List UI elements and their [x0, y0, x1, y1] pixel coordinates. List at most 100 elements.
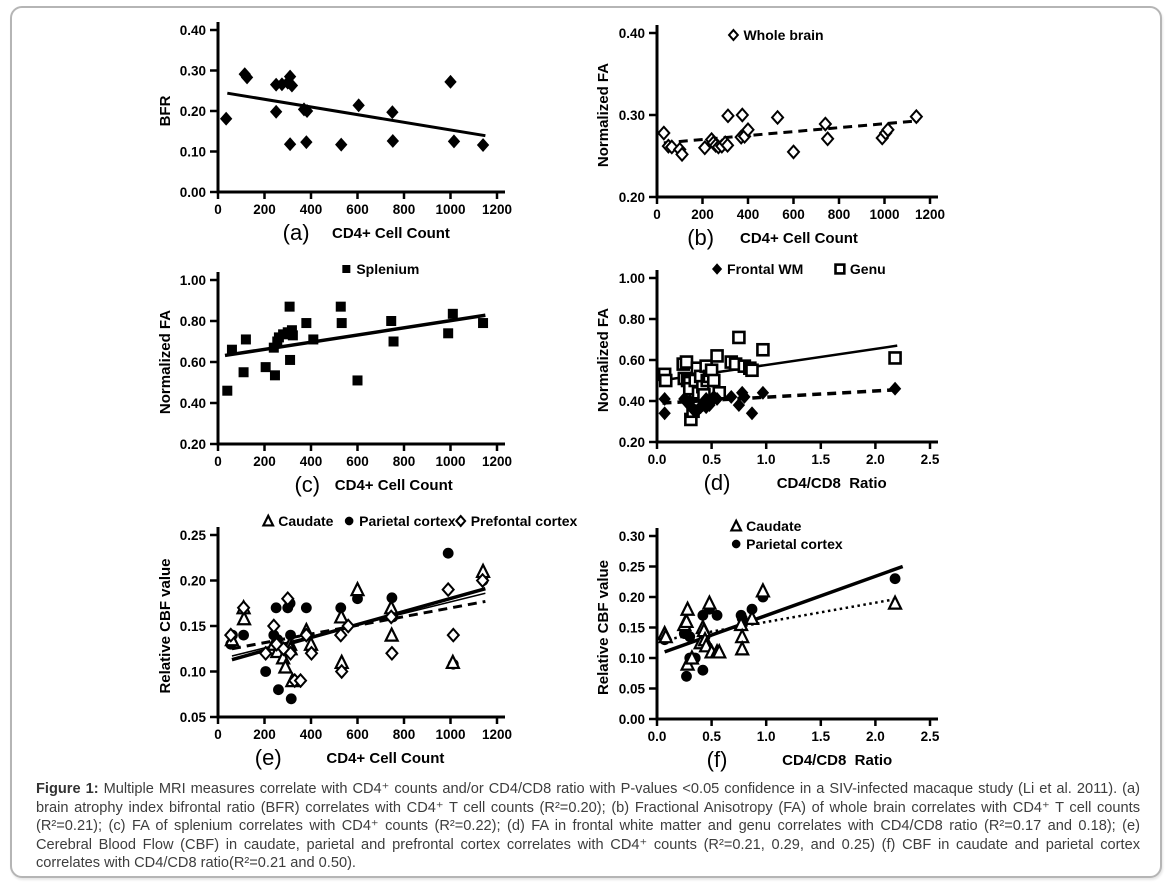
data-point-marker [386, 592, 398, 604]
x-tick-label: 0.5 [702, 729, 721, 744]
panel-label: (e) [255, 745, 282, 770]
y-axis-title: Normalized FA [595, 63, 612, 167]
data-point-marker [269, 636, 284, 652]
panel-label: (d) [704, 470, 731, 495]
data-point-marker [735, 107, 750, 123]
y-tick-label: 0.30 [619, 529, 645, 544]
data-point-marker [444, 74, 457, 89]
y-tick-label: 0.20 [180, 574, 206, 589]
legend-label: Genu [850, 261, 886, 277]
data-point-marker [725, 389, 738, 404]
legend-square_filled-icon [342, 265, 351, 273]
chart-b-svg: 0 200 400 600 800 1000 1200 0.20 0.30 0.40 Whole b… [595, 25, 945, 250]
chart-panel-a: 0 200 400 600 800 1000 1200 0.00 0.10 0.20 0.30 0.4… [150, 10, 580, 261]
data-point-marker [446, 627, 461, 643]
legend-label: Parietal cortex [746, 536, 843, 552]
trend-line-diamond_open [231, 599, 486, 651]
data-point-marker [240, 70, 254, 85]
y-tick-label: 0.80 [619, 312, 645, 327]
y-tick-label: 0.60 [619, 353, 645, 368]
x-tick-label: 2.5 [921, 452, 940, 467]
y-axis-title: Normalized FA [595, 308, 612, 412]
data-point-marker [334, 663, 349, 680]
x-tick-label: 800 [828, 207, 851, 222]
data-point-marker [386, 134, 400, 148]
data-point-marker [711, 609, 723, 621]
data-point-marker [732, 330, 746, 345]
data-point-marker [341, 618, 356, 634]
x-tick-label: 1.5 [811, 452, 830, 467]
y-tick-label: 0.40 [619, 394, 645, 409]
x-tick-label: 1200 [915, 207, 945, 222]
data-point-marker [388, 336, 399, 347]
y-tick-label: 0.30 [180, 64, 206, 79]
data-point-marker [447, 134, 461, 149]
legend-label: Prefontal cortex [471, 513, 578, 529]
data-point-marker [352, 375, 363, 386]
x-tick-label: 0.0 [648, 729, 667, 744]
data-point-marker [335, 301, 346, 312]
data-point-marker [658, 406, 671, 421]
x-tick-label: 200 [691, 207, 714, 222]
data-point-marker [745, 363, 759, 378]
x-tick-label: 400 [737, 207, 760, 222]
data-point-marker [756, 342, 770, 357]
panel-label: (a) [283, 220, 310, 245]
data-point-marker [710, 349, 724, 363]
chart-panel-b: 0 200 400 600 800 1000 1200 0.20 0.30 0.40 Whole b… [588, 10, 1038, 261]
data-point-marker [658, 373, 673, 388]
x-tick-label: 600 [346, 454, 369, 469]
data-point-marker [349, 580, 366, 597]
x-tick-label: 800 [393, 202, 416, 217]
x-tick-label: 0.5 [702, 452, 721, 467]
x-tick-label: 200 [253, 727, 276, 742]
legend-label: Frontal WM [727, 261, 803, 277]
data-point-marker [384, 609, 399, 625]
y-tick-label: 0.25 [619, 560, 646, 575]
data-point-marker [280, 590, 295, 607]
legend-diamond_open-icon [454, 514, 467, 528]
data-point-marker [887, 594, 903, 610]
data-point-marker [300, 104, 314, 118]
x-tick-label: 1.5 [811, 729, 830, 744]
legend-label: Caudate [746, 518, 801, 534]
data-point-marker [447, 308, 458, 319]
panel-label: (b) [687, 225, 714, 250]
y-tick-label: 0.30 [619, 108, 645, 123]
legend-triangle_open-icon [729, 518, 743, 532]
x-tick-label: 600 [346, 727, 369, 742]
data-point-marker [755, 581, 771, 598]
x-tick-label: 200 [253, 202, 276, 217]
legend-diamond_filled-icon [711, 263, 723, 275]
data-point-marker [333, 607, 350, 624]
y-tick-label: 0.20 [619, 590, 645, 605]
data-point-marker [260, 666, 272, 677]
x-tick-label: 0 [214, 727, 222, 742]
x-tick-label: 800 [393, 454, 416, 469]
data-point-marker [276, 641, 291, 657]
y-tick-label: 0.00 [619, 712, 645, 727]
data-point-marker [285, 629, 296, 641]
trend-line-diamond_open [663, 119, 919, 145]
chart-panel-c: 0 200 400 600 800 1000 1200 0.20 0.40 0.60 0.80 1.0… [150, 256, 580, 511]
data-point-marker [304, 645, 319, 662]
data-point-marker [684, 631, 696, 643]
data-point-marker [385, 645, 399, 662]
data-point-marker [658, 391, 671, 406]
x-tick-label: 800 [393, 727, 416, 742]
y-tick-label: 0.20 [180, 104, 206, 119]
x-tick-label: 400 [300, 202, 323, 217]
trend-line-square_filled [224, 313, 486, 358]
chart-c-svg: 0 200 400 600 800 1000 1200 0.20 0.40 0.60 0.80 1.0… [157, 261, 512, 497]
data-point-marker [732, 398, 746, 413]
y-tick-label: 0.40 [180, 396, 206, 411]
data-point-marker [223, 627, 238, 643]
y-tick-label: 0.20 [619, 190, 645, 205]
y-tick-label: 0.80 [180, 314, 206, 329]
y-tick-label: 1.00 [180, 273, 206, 288]
figure-caption: Figure 1: Multiple MRI measures correlat… [36, 780, 1140, 873]
data-point-marker [260, 362, 271, 373]
data-point-marker [818, 116, 833, 132]
panel-label: (c) [294, 472, 320, 497]
data-point-marker [681, 670, 692, 682]
